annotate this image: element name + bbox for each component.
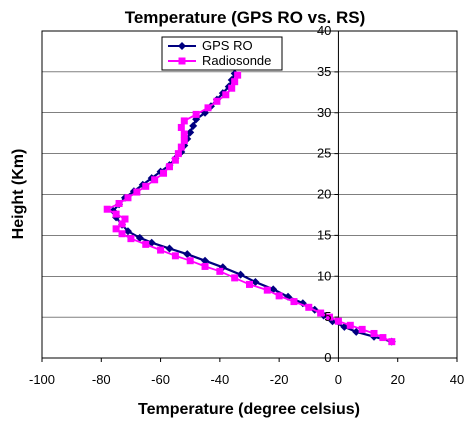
gps-ro-point [183, 250, 192, 259]
radiosonde-point [127, 235, 135, 243]
gps-ro-point [123, 227, 132, 236]
radiosonde-point [370, 329, 378, 337]
gps-ro-point [186, 128, 195, 137]
legend-label-gps-ro: GPS RO [202, 38, 253, 53]
gps-ro-point [251, 277, 260, 286]
gps-ro-point [147, 238, 156, 247]
legend-label-radiosonde: Radiosonde [202, 53, 271, 68]
gps-ro-point [340, 322, 349, 331]
radiosonde-point [231, 274, 239, 282]
y-tick-label: 30 [317, 105, 331, 120]
radiosonde-point [246, 280, 253, 288]
y-tick-label: 35 [317, 64, 331, 79]
chart-title: Temperature (GPS RO vs. RS) [125, 8, 366, 27]
radiosonde-point [186, 257, 194, 265]
y-tick-label: 0 [324, 350, 331, 365]
grid-lines [42, 71, 457, 318]
radiosonde-point [121, 215, 129, 223]
radiosonde-point [305, 303, 313, 311]
x-tick-label: -100 [29, 372, 55, 387]
x-tick-label: 40 [450, 372, 464, 387]
y-tick-label: 15 [317, 227, 331, 242]
radiosonde-point [157, 246, 165, 254]
x-tick-label: 0 [335, 372, 342, 387]
radiosonde-point [171, 252, 179, 260]
radiosonde-point [180, 130, 188, 138]
radiosonde-point [115, 199, 123, 207]
radiosonde-point [133, 188, 141, 196]
radiosonde-point [177, 123, 185, 131]
radiosonde-point [180, 117, 188, 125]
radiosonde-point [192, 110, 200, 118]
radiosonde-point [124, 194, 132, 202]
x-tick-label: 20 [390, 372, 404, 387]
gps-ro-point [352, 327, 361, 336]
radiosonde-point [165, 163, 173, 171]
y-tick-label: 40 [317, 23, 331, 38]
radiosonde-point [118, 220, 126, 228]
x-tick-label: -60 [151, 372, 170, 387]
radiosonde-point [177, 143, 185, 151]
radiosonde-point [326, 313, 334, 321]
radiosonde-point [112, 210, 120, 218]
radiosonde-point [213, 97, 221, 105]
radiosonde-point [290, 298, 298, 306]
radiosonde-point [334, 317, 342, 325]
radiosonde-point [112, 225, 120, 233]
radiosonde-point [228, 84, 236, 92]
axes [41, 30, 458, 362]
x-tick-label: -20 [270, 372, 289, 387]
gps-ro-point [135, 233, 144, 242]
y-axis-ticks: 0 5 10 15 20 25 30 35 40 [317, 23, 331, 365]
radiosonde-point [160, 169, 168, 177]
radiosonde-point [118, 230, 126, 238]
y-tick-label: 5 [324, 309, 331, 324]
radiosonde-point [275, 292, 283, 300]
radiosonde-point [234, 71, 242, 79]
x-tick-label: -40 [210, 372, 229, 387]
gps-ro-point [236, 270, 245, 279]
y-axis-label: Height (Km) [10, 149, 27, 240]
y-tick-label: 20 [317, 187, 331, 202]
radiosonde-point [222, 91, 230, 99]
radiosonde-point [180, 137, 188, 145]
gps-ro-point [189, 121, 198, 130]
y-tick-label: 10 [317, 268, 331, 283]
radiosonde-point [204, 104, 212, 112]
radiosonde-point [142, 240, 150, 248]
radiosonde-point [142, 182, 150, 190]
x-axis-ticks: -100 -80 -60 -40 -20 0 20 40 [29, 372, 464, 387]
radiosonde-point [216, 267, 224, 275]
series-layer [103, 69, 396, 346]
radiosonde-point [317, 309, 325, 317]
gps-ro-point [178, 42, 186, 50]
gps-ro-point [201, 256, 210, 265]
radiosonde-point [171, 156, 179, 164]
radiosonde-point [151, 176, 159, 184]
gps-ro-point [165, 244, 174, 253]
x-tick-label: -80 [92, 372, 111, 387]
radiosonde-point [201, 262, 209, 270]
radiosonde-point [358, 325, 366, 333]
radiosonde-point [379, 334, 387, 342]
radiosonde-point [388, 338, 396, 346]
radiosonde-point [346, 321, 354, 329]
radiosonde-point [178, 57, 186, 65]
radiosonde-point [174, 150, 182, 158]
y-tick-label: 25 [317, 146, 331, 161]
radiosonde-point [231, 78, 239, 86]
radiosonde-point [103, 205, 111, 213]
radiosonde-point [263, 286, 271, 294]
x-axis-label: Temperature (degree celsius) [138, 401, 360, 418]
